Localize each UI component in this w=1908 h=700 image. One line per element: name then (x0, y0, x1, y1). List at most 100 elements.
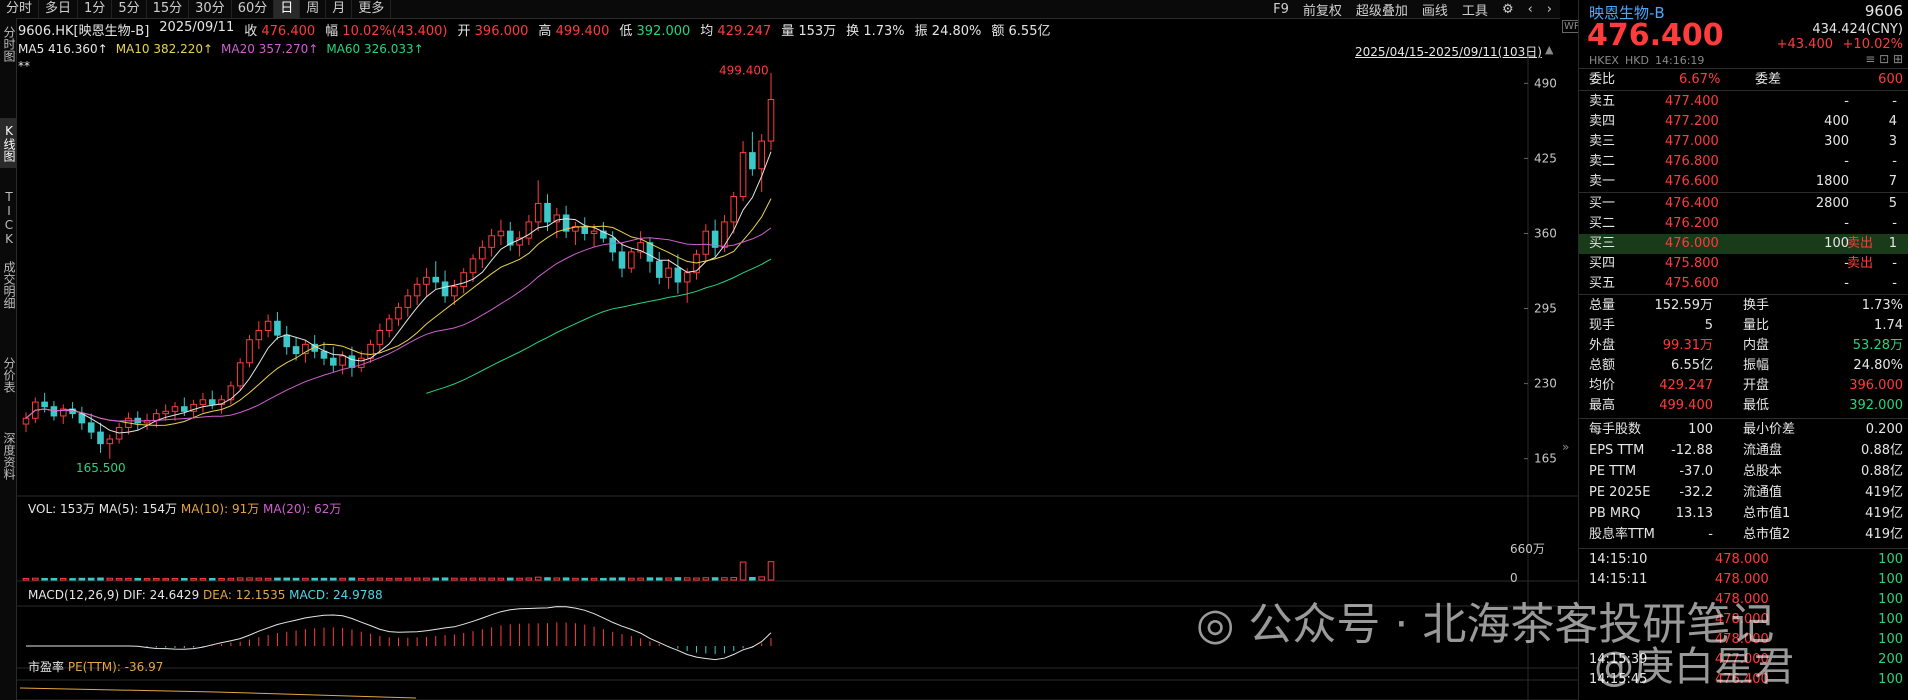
bid-label: 买一 (1589, 196, 1616, 211)
volume-bar (236, 577, 244, 581)
tick-row: 14:15:10 478.000 100 (1579, 550, 1908, 570)
ma20-line (25, 227, 772, 422)
stock-code: 9606 (1864, 2, 1903, 20)
kline-chart[interactable]: 490 425 360 295 230 165 499.400 165.500 ** (16, 56, 1578, 700)
tab-trade-detail[interactable]: 成交明细 (2, 261, 16, 309)
ask-volume: 1800 (1815, 174, 1849, 189)
turnover-value: 1.73% (863, 24, 905, 39)
tab-price-table[interactable]: 分价表 (2, 357, 16, 393)
tick-row: 14:15:45 476.400 100 (1579, 670, 1908, 690)
period-toolbar: 分时 多日 1分 5分 15分 30分 60分 日 周 月 更多 F9 前复权 … (0, 0, 1560, 19)
ask-price: 476.600 (1665, 174, 1719, 189)
fund-label: PB MRQ (1589, 506, 1641, 521)
ask-price: 477.200 (1665, 114, 1719, 129)
settings-icon[interactable]: ⚙ (1501, 1, 1514, 17)
macd-dea: DEA: 12.1535 (203, 588, 286, 602)
ask-count: - (1892, 94, 1897, 109)
bid-volume: - (1844, 276, 1849, 291)
stat-row: 最高 499.400 最低 392.000 (1579, 396, 1908, 416)
vol-ma10: MA(10): 91万 (180, 502, 260, 516)
volume-bar (115, 577, 123, 581)
candle-up (534, 202, 542, 223)
overlay-button[interactable]: 超级叠加 (1355, 3, 1408, 19)
period-tab[interactable]: 60分 (232, 0, 275, 18)
period-tab[interactable]: 分时 (0, 0, 40, 18)
watermark-text-1: 公众号 · 北海茶客投研笔记 (1248, 599, 1775, 650)
tab-tick[interactable]: TICK (2, 190, 16, 246)
fund-value: 100 (1688, 422, 1713, 437)
volume-bar (246, 577, 253, 581)
period-tab[interactable]: 5分 (112, 0, 147, 18)
stat-row: 现手 5 量比 1.74 (1579, 316, 1908, 336)
amount-value: 6.55亿 (1008, 24, 1051, 39)
chevron-right-icon[interactable]: › (1546, 1, 1552, 17)
candle-down (283, 334, 291, 348)
tick-price: 476.400 (1715, 672, 1769, 687)
bid-count: - (1892, 216, 1897, 231)
vol-zero-tick: 0 (1510, 571, 1518, 585)
volume-bar (581, 577, 589, 581)
period-tab[interactable]: 周 (300, 0, 327, 18)
chevron-left-icon[interactable]: ‹ (1527, 1, 1533, 17)
volume-bar (572, 577, 579, 581)
tools-button[interactable]: 工具 (1461, 3, 1488, 19)
tick-time: 14:15:39 (1589, 652, 1648, 667)
stat-value: 53.28万 (1852, 338, 1903, 353)
tab-intraday[interactable]: 分时图 (2, 26, 16, 62)
candle-up (497, 230, 505, 237)
stat-value: 5 (1704, 318, 1713, 333)
fund-value: - (1708, 527, 1713, 542)
collapse-icon[interactable]: ▲ (1545, 43, 1554, 56)
volume-bar (609, 577, 616, 581)
volume-bar (339, 577, 346, 581)
f9-button[interactable]: F9 (1273, 1, 1289, 17)
volume-bar (181, 578, 188, 581)
tick-volume: 100 (1878, 612, 1903, 627)
panel-tools-icons[interactable]: ≡ ⊡ ⊞ (1865, 52, 1903, 66)
tick-volume: 100 (1878, 632, 1903, 647)
fund-value: 419亿 (1865, 527, 1903, 542)
volume-bar (562, 577, 570, 581)
candle-down (749, 152, 756, 170)
close-label: 收 (244, 24, 258, 39)
candle-up (553, 214, 561, 223)
price-tick-label: 230 (1534, 377, 1557, 391)
period-tab[interactable]: 15分 (147, 0, 190, 18)
adjust-button[interactable]: 前复权 (1302, 3, 1342, 19)
candle-up (367, 343, 374, 359)
fund-value: 0.88亿 (1861, 443, 1903, 458)
expand-arrow-icon[interactable]: » (1562, 440, 1570, 454)
bid-row: 买五 475.600 - - (1579, 274, 1908, 294)
stat-value: 6.55亿 (1671, 358, 1713, 373)
candle-up (255, 329, 263, 341)
stat-label: 换手 (1743, 298, 1770, 313)
ask-volume: - (1844, 154, 1849, 169)
candle-up (637, 242, 644, 253)
volume-bar (106, 577, 114, 581)
stat-value: 396.000 (1849, 378, 1903, 393)
period-tab[interactable]: 30分 (189, 0, 232, 18)
period-tab[interactable]: 月 (326, 0, 353, 18)
stock-name[interactable]: 映恩生物-B (1589, 4, 1665, 22)
macd-header: MACD(12,26,9) DIF: 24.6429 DEA: 12.1535 … (28, 588, 383, 602)
volume-bar (506, 577, 514, 581)
date-range-link[interactable]: 2025/04/15-2025/09/11(103日) (1355, 45, 1542, 59)
draw-button[interactable]: 画线 (1421, 3, 1448, 19)
tab-kline[interactable]: K线图 (0, 118, 16, 168)
volume-bar (702, 577, 710, 581)
volume-bar (637, 577, 644, 581)
period-tab[interactable]: 1分 (78, 0, 113, 18)
tab-depth-info[interactable]: 深度资料 (2, 432, 16, 480)
volume-bar (479, 577, 486, 581)
period-tab-active[interactable]: 日 (274, 0, 301, 18)
period-tab[interactable]: 多日 (39, 0, 79, 18)
stat-row: 均价 429.247 开盘 396.000 (1579, 376, 1908, 396)
grid (16, 56, 1578, 700)
volume-bar (665, 577, 672, 581)
period-tab[interactable]: 更多 (352, 0, 392, 18)
macd-value: MACD: 24.9788 (289, 588, 383, 602)
fund-row: PE TTM -37.0 总股本 0.88亿 (1579, 462, 1908, 482)
candle-up (302, 343, 309, 355)
ma60-line (426, 258, 772, 394)
fund-value: 0.88亿 (1861, 464, 1903, 479)
